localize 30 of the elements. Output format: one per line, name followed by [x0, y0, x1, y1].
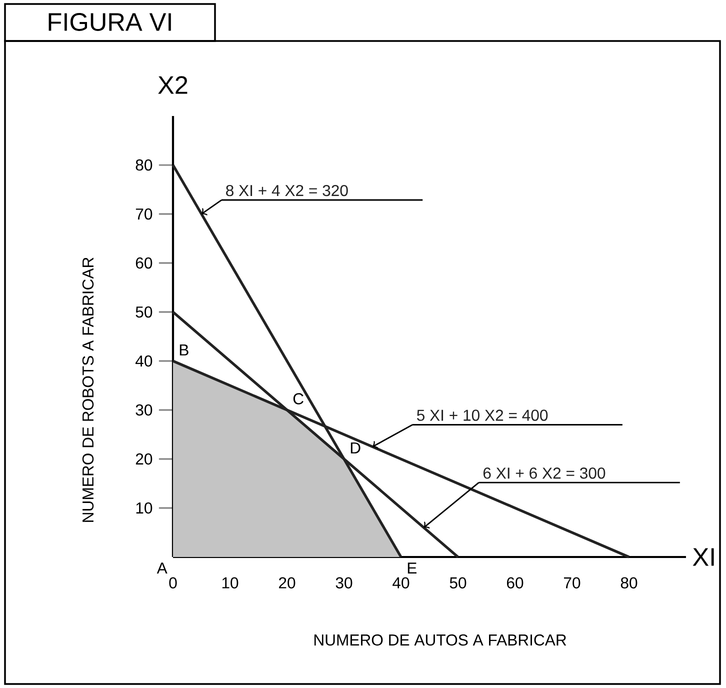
annotation: A [156, 562, 168, 574]
y-tick-label: 50 [136, 306, 152, 318]
annotation: E [408, 562, 416, 574]
y-tick-label: 10 [136, 502, 152, 514]
y-tick-label: 60 [136, 257, 152, 269]
x-tick-label: 20 [279, 577, 296, 588]
y-tick-label: 80 [136, 159, 152, 171]
text: 5 XI + 10 X2 = 400 [417, 410, 548, 421]
y-axis-title: NUMERO DE ROBOTS A FABRICAR [82, 258, 94, 522]
x-tick-label: 80 [620, 577, 638, 588]
x-axis-title: NUMERO DE AUTOS A FABRICAR [314, 634, 566, 646]
y-tick-label: 20 [136, 453, 152, 465]
x-tick-label: 70 [564, 577, 580, 588]
x-tick-label: 60 [507, 577, 524, 588]
chart-title: FIGURA VI [48, 13, 171, 31]
annotation: C [293, 393, 304, 404]
x-tick-label: 40 [392, 577, 410, 588]
y-tick-label: 70 [136, 208, 152, 220]
text: X2 [158, 76, 188, 94]
x-tick-label: 50 [450, 577, 466, 588]
y-tick-label: 40 [136, 355, 152, 367]
annotation: B [180, 344, 188, 356]
x-tick-label: 30 [336, 577, 352, 588]
x-tick-label: 10 [222, 577, 238, 588]
text: 6 XI + 6 X2 = 300 [483, 468, 606, 479]
text: XI [692, 548, 714, 566]
x-tick-label: 0 [169, 577, 177, 588]
y-tick-label: 30 [136, 404, 152, 416]
annotation: D [350, 442, 360, 454]
series-label: 8 XI + 4 X2 = 320 [226, 184, 348, 196]
